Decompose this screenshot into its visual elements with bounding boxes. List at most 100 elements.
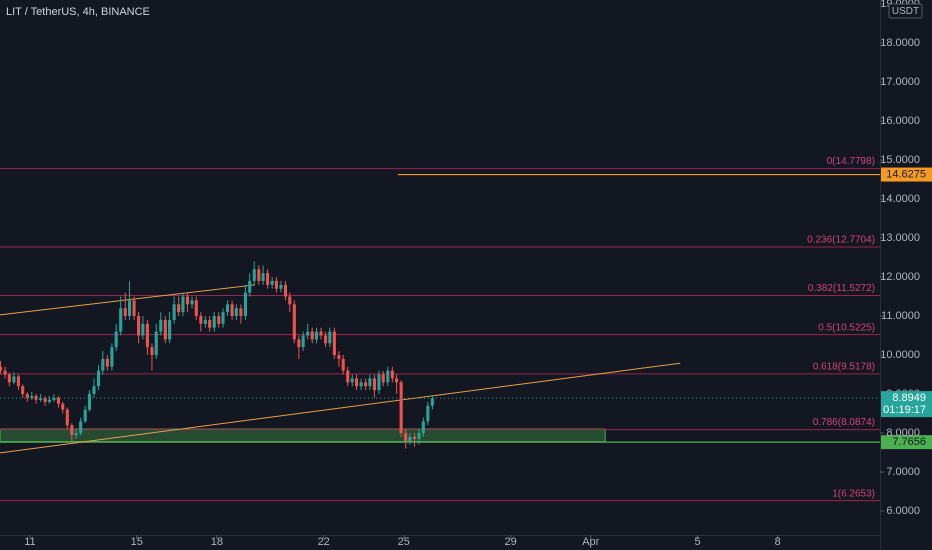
fib-label: 1(6.2653) xyxy=(832,488,875,499)
candle-body xyxy=(395,378,399,383)
x-tick-label: Apr xyxy=(582,536,599,548)
candle-body xyxy=(217,316,221,324)
candle-body xyxy=(399,382,403,434)
candle-body xyxy=(52,397,56,400)
candle-body xyxy=(372,378,376,391)
last-price-label: 8.8949 xyxy=(892,392,926,404)
candle-body xyxy=(105,358,109,367)
candle-body xyxy=(426,405,430,422)
candle-body xyxy=(119,308,123,332)
y-tick-label: 15.0000 xyxy=(880,154,920,166)
fib-label: 0.618(9.5178) xyxy=(813,361,875,372)
candle-body xyxy=(56,397,61,404)
candle-body xyxy=(368,378,372,387)
candle-body xyxy=(177,304,181,313)
candle-body xyxy=(190,300,194,305)
candle-body xyxy=(132,300,136,317)
candle-body xyxy=(25,394,29,398)
candle-body xyxy=(172,304,176,320)
trendline xyxy=(0,284,256,316)
x-tick-label: 18 xyxy=(211,536,223,548)
chart-title: LIT / TetherUS, 4h, BINANCE xyxy=(6,6,150,18)
candle-body xyxy=(270,280,274,285)
candle-body xyxy=(101,358,105,371)
candle-body xyxy=(319,331,323,336)
candle-body xyxy=(61,403,65,410)
price-tag-label: 7.7656 xyxy=(892,436,926,448)
candle-body xyxy=(79,421,83,434)
candle-body xyxy=(350,378,354,383)
candle-body xyxy=(408,436,412,441)
candle-body xyxy=(212,316,216,328)
x-tick-label: 8 xyxy=(775,536,781,548)
y-tick-label: 14.0000 xyxy=(880,193,920,205)
x-tick-label: 11 xyxy=(24,536,35,548)
candle-body xyxy=(185,296,190,305)
currency-label: USDT xyxy=(892,6,919,17)
candle-body xyxy=(283,284,288,297)
candle-body xyxy=(199,316,203,324)
y-tick-label: 13.0000 xyxy=(880,232,920,244)
candle-body xyxy=(43,397,47,402)
candle-body xyxy=(0,366,3,371)
y-tick-label: 8.0000 xyxy=(886,427,920,439)
candle-body xyxy=(226,304,230,313)
candle-body xyxy=(261,273,265,281)
candle-body xyxy=(154,331,158,356)
y-tick-label: 11.0000 xyxy=(881,310,920,322)
fib-label: 0.236(12.7704) xyxy=(807,235,875,246)
candle-body xyxy=(163,319,167,340)
candle-body xyxy=(114,331,118,348)
x-tick-label: 5 xyxy=(695,536,701,548)
candle-body xyxy=(194,300,198,317)
candle-body xyxy=(74,433,78,435)
candle-body xyxy=(65,409,69,426)
candle-body xyxy=(301,335,305,348)
candle-body xyxy=(341,358,345,371)
candle-body xyxy=(83,409,87,422)
candle-body xyxy=(159,319,163,332)
y-tick-label: 17.0000 xyxy=(880,76,920,88)
candle-body xyxy=(39,397,43,400)
trendline xyxy=(0,362,681,454)
candle-body xyxy=(257,269,261,281)
currency-badge xyxy=(888,3,923,19)
candle-body xyxy=(16,376,20,387)
candle-body xyxy=(123,308,127,317)
fib-label: 0.786(8.0874) xyxy=(813,417,875,428)
candle-body xyxy=(288,296,292,305)
candle-body xyxy=(248,280,252,293)
y-tick-label: 6.0000 xyxy=(886,505,920,517)
candle-body xyxy=(97,370,101,387)
candle-body xyxy=(168,319,172,340)
candle-body xyxy=(127,300,132,317)
countdown: 01:19:17 xyxy=(883,404,926,416)
candle-body xyxy=(377,374,381,391)
candle-body xyxy=(310,331,314,340)
candle-body xyxy=(266,273,270,285)
plot: 0(14.7798) 0.236(12.7704) 0.382(11.5272) 0.… xyxy=(0,156,880,502)
candle-body xyxy=(386,370,390,383)
candle-body xyxy=(359,382,363,387)
candle-body xyxy=(337,355,341,359)
last-price-tag xyxy=(881,391,932,418)
candle-body xyxy=(274,280,278,289)
candle-body xyxy=(208,319,212,328)
candle-body xyxy=(381,374,385,383)
price-tag xyxy=(881,167,932,182)
candle-body xyxy=(292,304,296,340)
candle-body xyxy=(137,316,141,336)
candle-body xyxy=(150,347,154,356)
x-tick-label: 25 xyxy=(398,536,410,548)
candle-body xyxy=(332,331,336,356)
candle-body xyxy=(279,284,283,289)
candle-body xyxy=(221,312,225,324)
candle-body xyxy=(354,378,359,387)
candle-body xyxy=(181,296,185,313)
candle-body xyxy=(30,395,34,398)
candle-body xyxy=(417,433,421,439)
candle-body xyxy=(47,399,51,402)
candle-body xyxy=(230,304,234,317)
candle-body xyxy=(404,433,408,441)
